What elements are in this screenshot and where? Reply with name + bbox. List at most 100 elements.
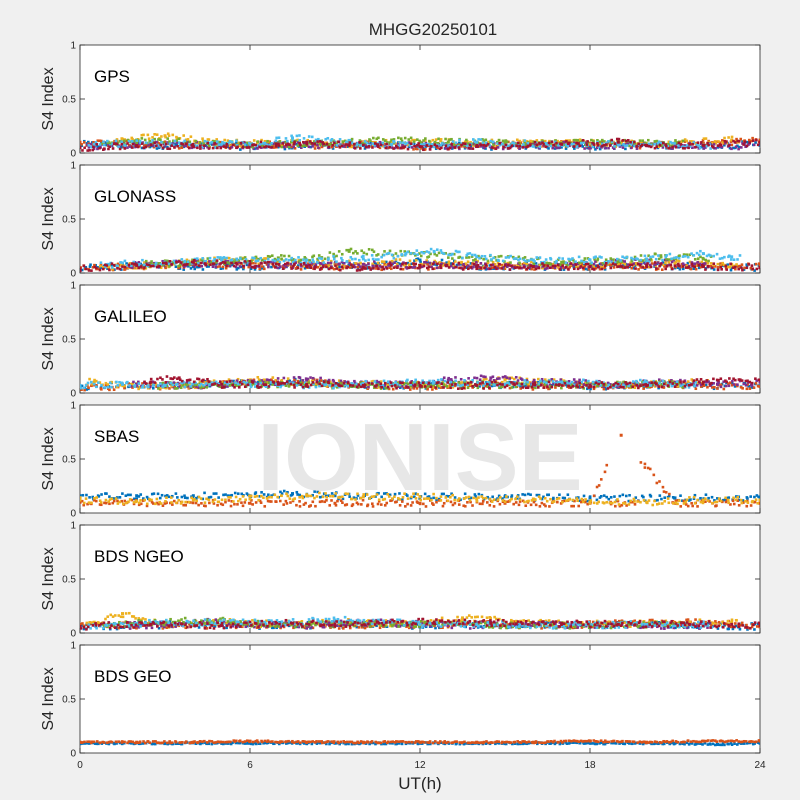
data-point: [415, 138, 419, 141]
data-point: [250, 259, 253, 263]
data-point: [555, 145, 558, 148]
data-point: [98, 268, 102, 272]
data-point: [430, 142, 434, 146]
data-point: [260, 142, 263, 145]
data-point: [406, 250, 409, 254]
data-point: [120, 145, 124, 148]
data-point: [353, 381, 357, 385]
data-point: [402, 261, 405, 264]
data-point: [634, 267, 637, 270]
data-point: [726, 265, 730, 269]
data-point: [392, 138, 396, 141]
data-point: [329, 259, 333, 263]
data-point: [482, 139, 486, 143]
data-point: [252, 139, 256, 142]
data-point: [741, 387, 744, 390]
data-point: [558, 268, 562, 271]
data-point: [469, 266, 473, 269]
data-point: [323, 141, 327, 145]
data-point: [641, 259, 645, 262]
data-point: [357, 263, 360, 267]
data-point: [243, 382, 247, 386]
data-point: [338, 381, 342, 385]
data-point: [387, 251, 391, 255]
data-point: [329, 266, 333, 270]
data-point: [745, 263, 749, 267]
data-point: [497, 266, 501, 270]
data-point: [121, 384, 125, 388]
data-point: [556, 139, 559, 143]
data-point: [386, 383, 389, 387]
data-point: [526, 144, 530, 148]
data-point: [504, 256, 508, 259]
data-point: [87, 146, 91, 149]
data-point: [448, 144, 452, 148]
data-point: [200, 264, 204, 268]
data-point: [329, 142, 333, 146]
data-point: [168, 140, 171, 143]
data-point: [564, 261, 568, 265]
data-point: [465, 256, 468, 259]
data-point: [174, 259, 178, 263]
y-tick-label: 1: [70, 281, 76, 292]
data-point: [716, 387, 719, 390]
data-point: [244, 258, 248, 261]
data-point: [544, 145, 548, 149]
data-point: [291, 139, 294, 142]
data-point: [469, 145, 473, 148]
data-point: [376, 143, 379, 146]
data-point: [116, 262, 120, 266]
data-point: [400, 253, 404, 256]
data-point: [695, 384, 699, 387]
data-point: [203, 139, 207, 143]
data-point: [582, 141, 585, 144]
data-point: [701, 257, 705, 261]
data-point: [141, 382, 144, 385]
data-point: [274, 378, 278, 382]
data-point: [358, 139, 362, 142]
data-point: [258, 267, 262, 271]
data-point: [376, 253, 380, 256]
data-point: [92, 140, 95, 144]
data-point: [274, 142, 278, 146]
data-point: [609, 383, 613, 386]
data-point: [428, 148, 432, 151]
data-point: [544, 263, 548, 267]
data-point: [284, 145, 288, 148]
data-point: [172, 383, 176, 387]
data-point: [437, 384, 441, 388]
data-point: [256, 375, 260, 379]
data-point: [641, 266, 645, 269]
data-point: [510, 264, 513, 267]
data-point: [449, 264, 453, 268]
data-point: [331, 144, 334, 147]
data-point: [237, 266, 240, 270]
data-point: [154, 261, 158, 265]
data-point: [459, 377, 463, 381]
data-point: [623, 143, 627, 146]
data-point: [252, 143, 255, 146]
data-point: [501, 375, 505, 379]
data-point: [621, 146, 625, 149]
data-point: [670, 379, 673, 382]
data-point: [650, 262, 654, 265]
data-point: [407, 138, 411, 141]
data-point: [316, 265, 320, 269]
data-point: [564, 143, 568, 147]
data-point: [501, 147, 505, 151]
data-point: [94, 379, 98, 383]
data-point: [196, 262, 200, 265]
data-point: [478, 385, 481, 388]
data-point: [542, 264, 546, 267]
data-point: [604, 146, 607, 150]
data-point: [670, 260, 674, 264]
y-tick-label: 0: [70, 389, 76, 400]
data-point: [415, 387, 419, 390]
data-point: [130, 262, 134, 265]
data-point: [135, 141, 139, 145]
data-point: [466, 252, 470, 256]
data-point: [93, 263, 96, 267]
data-point: [486, 261, 490, 264]
data-point: [414, 262, 418, 266]
data-point: [145, 143, 148, 147]
